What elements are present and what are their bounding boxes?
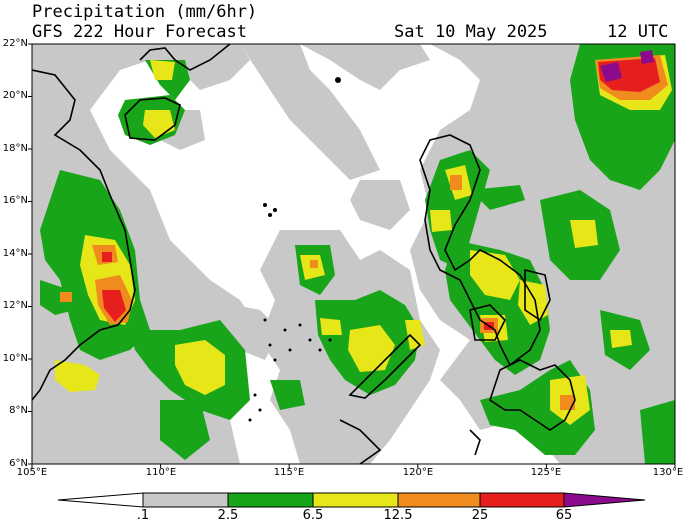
lat-label: 14°N [2, 248, 28, 259]
lat-label: 12°N [2, 300, 28, 311]
colorbar-label: .1 [136, 508, 150, 523]
lon-label: 125°E [530, 467, 562, 478]
lon-label: 120°E [402, 467, 434, 478]
lat-label: 6°N [9, 458, 28, 469]
colorbar-label: 6.5 [302, 508, 324, 523]
colorbar-label: 2.5 [217, 508, 239, 523]
valid-hour: 12 UTC [607, 22, 669, 42]
colorbar-label: 65 [555, 508, 573, 523]
lat-label: 18°N [2, 143, 28, 154]
lon-label: 110°E [145, 467, 177, 478]
colorbar [57, 492, 646, 508]
lat-label: 22°N [2, 38, 28, 49]
map-title: Precipitation (mm/6hr) [32, 2, 258, 22]
coastlines [32, 44, 576, 464]
lat-label: 16°N [2, 195, 28, 206]
lat-label: 20°N [2, 90, 28, 101]
spratly-islands [248, 77, 341, 422]
lon-label: 115°E [273, 467, 305, 478]
colorbar-label: 12.5 [383, 508, 413, 523]
lat-label: 10°N [2, 353, 28, 364]
precip-field [32, 44, 675, 464]
lat-label: 8°N [9, 405, 28, 416]
colorbar-label: 25 [471, 508, 489, 523]
axis-ticks [28, 43, 676, 468]
valid-date: Sat 10 May 2025 [394, 22, 548, 42]
lon-label: 130°E [652, 467, 684, 478]
lon-label: 105°E [16, 467, 48, 478]
forecast-label: GFS 222 Hour Forecast [32, 22, 247, 42]
